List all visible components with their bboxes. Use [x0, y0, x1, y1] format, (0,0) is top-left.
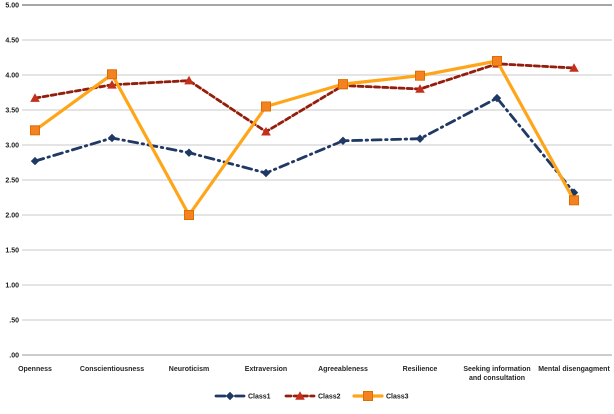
data-point-square: [30, 125, 40, 136]
legend-item-class3: Class3: [352, 391, 409, 401]
legend-label: Class2: [318, 394, 341, 401]
y-tick-label: 2.00: [5, 213, 19, 220]
data-point-diamond: [415, 134, 425, 143]
series-class3: [30, 56, 579, 220]
y-tick-label: 4.00: [5, 73, 19, 80]
y-tick-label: 1.00: [5, 283, 19, 290]
x-category-label: Resilience: [403, 366, 438, 373]
data-point-diamond: [184, 148, 194, 157]
x-category-label: Mental disengagment: [538, 366, 610, 373]
data-point-square: [184, 210, 194, 220]
gridlines: [22, 4, 612, 356]
series-line-class2: [33, 62, 576, 134]
data-point-square: [107, 69, 117, 80]
x-category-label: Seeking information and consultation: [463, 366, 530, 382]
legend-item-class2: Class2: [284, 391, 341, 401]
data-point-triangle: [261, 126, 271, 136]
y-tick-label: 2.50: [5, 178, 19, 185]
data-point-diamond: [30, 156, 40, 166]
x-category-label: Neuroticism: [169, 366, 209, 373]
y-tick-label: 3.50: [5, 108, 19, 115]
legend-item-class1: Class1: [214, 391, 271, 401]
data-point-triangle: [569, 63, 579, 72]
y-axis-tick-labels: 5.00 4.50 4.00 3.50 3.00 2.50 2.00 1.50 1.00 .50.…: [5, 3, 19, 360]
data-point-triangle: [107, 80, 117, 89]
x-axis-category-labels: Openness Conscientiousness Neuroticism Extr…: [18, 366, 610, 382]
y-tick-label: 1.50: [5, 248, 19, 255]
data-point-triangle: [415, 84, 425, 93]
data-point-square: [338, 79, 348, 90]
y-tick-label: .50: [9, 318, 19, 325]
data-point-diamond: [107, 133, 117, 143]
data-point-square: [569, 195, 579, 206]
data-point-diamond: [338, 136, 348, 145]
data-point-square: [492, 56, 502, 66]
data-point-diamond: [492, 93, 502, 103]
y-tick-label: 4.50: [5, 38, 19, 45]
x-category-label: Extraversion: [245, 366, 287, 373]
x-category-label: Conscientiousness: [80, 366, 144, 373]
data-point-square: [363, 391, 373, 401]
series-line-class3: [33, 59, 576, 217]
data-point-diamond: [225, 391, 235, 401]
series-class1: [30, 93, 579, 197]
x-category-label: Agreeableness: [318, 366, 368, 373]
legend: Class1 Class2 Class3: [214, 391, 409, 401]
data-point-diamond: [261, 168, 271, 178]
y-tick-label: 3.00: [5, 143, 19, 150]
data-point-triangle: [30, 93, 40, 102]
data-point-square: [261, 101, 271, 112]
series-line-class1: [33, 96, 576, 194]
x-category-label: Openness: [18, 366, 52, 373]
legend-label: Class1: [248, 394, 271, 401]
legend-label: Class3: [386, 394, 409, 401]
y-tick-label: 5.00: [5, 3, 19, 10]
y-tick-label: .00: [9, 353, 19, 360]
data-point-triangle: [184, 75, 194, 85]
data-point-triangle: [295, 391, 305, 400]
data-point-square: [415, 70, 425, 81]
